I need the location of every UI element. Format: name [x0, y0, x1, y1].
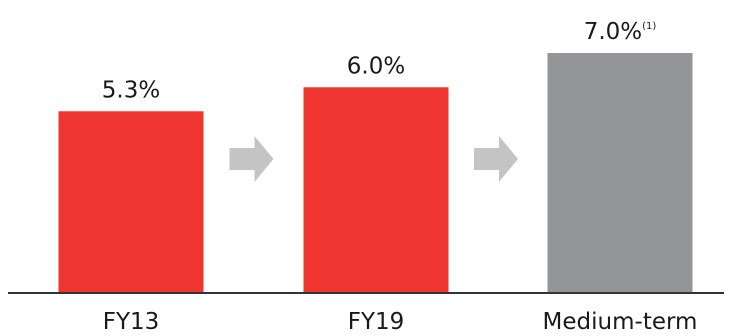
bar-fy19	[303, 87, 449, 294]
bar-medium-term	[547, 53, 693, 293]
category-label-medium-term: Medium-term	[543, 309, 698, 335]
category-label-fy19: FY19	[348, 309, 405, 335]
category-label-fy13: FY13	[103, 309, 160, 335]
value-label-fy13: 5.3%	[102, 77, 160, 103]
bar-fy13	[58, 111, 204, 294]
right-arrow-icon	[229, 136, 274, 182]
value-label-fy19: 6.0%	[347, 53, 405, 79]
arrows	[229, 136, 518, 182]
footnote-marker: (1)	[642, 21, 656, 32]
value-labels: 5.3% 6.0% 7.0%(1)	[102, 19, 657, 103]
category-labels: FY13 FY19 Medium-term	[103, 309, 698, 335]
bars	[58, 53, 693, 294]
right-arrow-icon	[474, 136, 518, 182]
value-label-medium-term: 7.0%(1)	[584, 19, 657, 45]
